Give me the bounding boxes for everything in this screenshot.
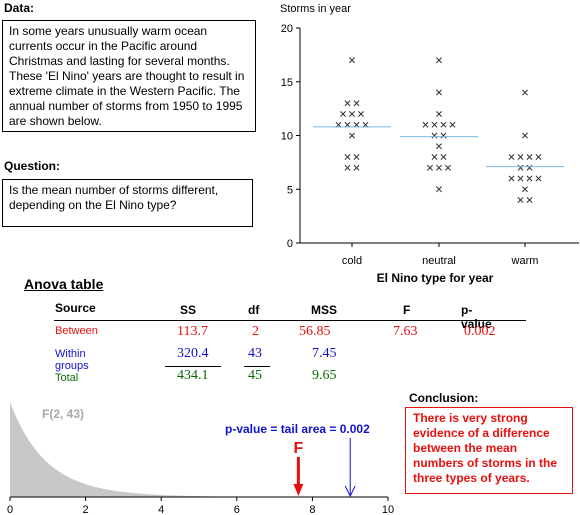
data-point-cold [344, 154, 351, 160]
header-mss: MSS [311, 303, 338, 317]
data-point-cold [344, 100, 351, 107]
data-description-box: In some years unusually warm ocean curre… [2, 20, 256, 132]
data-point-warm [517, 175, 524, 182]
data-point-cold [358, 111, 364, 117]
y-tick-label: 0 [287, 238, 293, 250]
y-tick-label: 15 [281, 77, 293, 89]
header-source: Source [55, 301, 96, 315]
data-point-warm [535, 175, 542, 182]
data-point-warm [535, 154, 542, 160]
data-heading: Data: [4, 1, 35, 15]
data-point-warm [517, 197, 524, 203]
data-point-neutral [449, 121, 456, 128]
data-point-warm [526, 164, 533, 171]
p-value-arrow [344, 438, 356, 498]
data-point-cold [349, 132, 355, 139]
f-distribution-label: F(2, 43) [42, 407, 84, 421]
data-point-neutral [436, 57, 442, 64]
x-tick-label-cold: cold [342, 255, 362, 267]
f-x-tick-label: 4 [158, 504, 164, 515]
f-arrow [293, 457, 304, 496]
row-total-ss: 434.1 [177, 368, 209, 383]
data-point-warm [522, 132, 528, 139]
data-point-cold [349, 111, 355, 117]
y-tick-label: 10 [281, 131, 293, 143]
data-point-cold [353, 100, 360, 107]
data-point-neutral [422, 121, 429, 128]
plot-title: Storms in year [280, 3, 351, 15]
anova-rule [54, 320, 526, 321]
data-point-warm [522, 89, 528, 96]
row-between-p: 0.002 [464, 324, 496, 339]
data-point-neutral [440, 132, 447, 139]
header-f: F [403, 303, 411, 317]
total-rule-ss [165, 366, 221, 367]
data-point-neutral [440, 154, 447, 160]
data-point-warm [517, 164, 524, 171]
row-between-source: Between [55, 325, 98, 337]
data-point-neutral [431, 132, 438, 139]
f-x-tick-label: 0 [7, 504, 13, 515]
conclusion-heading: Conclusion: [409, 391, 479, 405]
row-between-ss: 113.7 [177, 324, 208, 339]
row-total-source: Total [55, 372, 79, 384]
row-within-source: Within groups [55, 348, 89, 372]
data-point-cold [349, 57, 355, 64]
data-point-cold [353, 164, 360, 171]
x-tick-label-warm: warm [511, 255, 539, 267]
data-point-warm [526, 154, 533, 160]
y-tick-label: 5 [287, 184, 293, 196]
data-point-warm [526, 175, 533, 182]
y-tick-label: 20 [281, 23, 293, 35]
data-point-neutral [440, 121, 447, 128]
row-within-df: 43 [248, 346, 262, 361]
f-x-tick-label: 8 [309, 504, 315, 515]
f-x-tick-label: 10 [382, 504, 394, 515]
f-label: F [294, 440, 304, 457]
data-point-warm [522, 186, 528, 193]
data-point-cold [353, 154, 360, 160]
data-point-neutral [445, 164, 451, 171]
row-total-df: 45 [248, 368, 262, 383]
f-x-tick-label: 6 [234, 504, 240, 515]
data-point-neutral [436, 89, 442, 96]
total-rule-df [244, 366, 270, 367]
f-distribution-plot: F(2, 43) 0 2 4 6 8 10 p-value = tail area = 0… [7, 402, 394, 515]
data-point-warm [508, 175, 515, 182]
conclusion-box: There is very strong evidence of a diffe… [405, 407, 573, 494]
row-within-mss: 7.45 [312, 346, 337, 361]
data-point-neutral [436, 164, 442, 171]
f-x-tick-label: 2 [83, 504, 89, 515]
row-between-f: 7.63 [393, 324, 418, 339]
data-point-warm [526, 197, 533, 203]
row-between-df: 2 [252, 324, 259, 339]
data-point-neutral [436, 111, 442, 117]
question-box: Is the mean number of storms different, … [2, 179, 253, 227]
row-total-mss: 9.65 [312, 368, 337, 383]
data-point-neutral [427, 164, 433, 171]
data-point-neutral [436, 186, 442, 193]
plot-x-axis-label: El Nino type for year [377, 271, 494, 285]
question-heading: Question: [4, 159, 60, 173]
data-point-neutral [431, 121, 438, 128]
anova-title: Anova table [24, 276, 104, 292]
data-point-cold [340, 111, 346, 117]
header-ss: SS [180, 303, 197, 317]
row-within-ss: 320.4 [177, 346, 209, 361]
x-tick-label-neutral: neutral [422, 255, 456, 267]
data-point-warm [508, 154, 515, 160]
data-point-neutral [436, 143, 442, 150]
row-between-mss: 56.85 [299, 324, 331, 339]
header-df: df [248, 303, 260, 317]
storms-dot-plot: Storms in year 0 5 10 15 20 cold neutral warm E… [280, 3, 579, 285]
f-density-area [10, 402, 388, 497]
data-point-neutral [431, 154, 438, 160]
data-point-cold [344, 164, 351, 171]
p-value-label: p-value = tail area = 0.002 [225, 422, 370, 436]
data-point-warm [517, 154, 524, 160]
